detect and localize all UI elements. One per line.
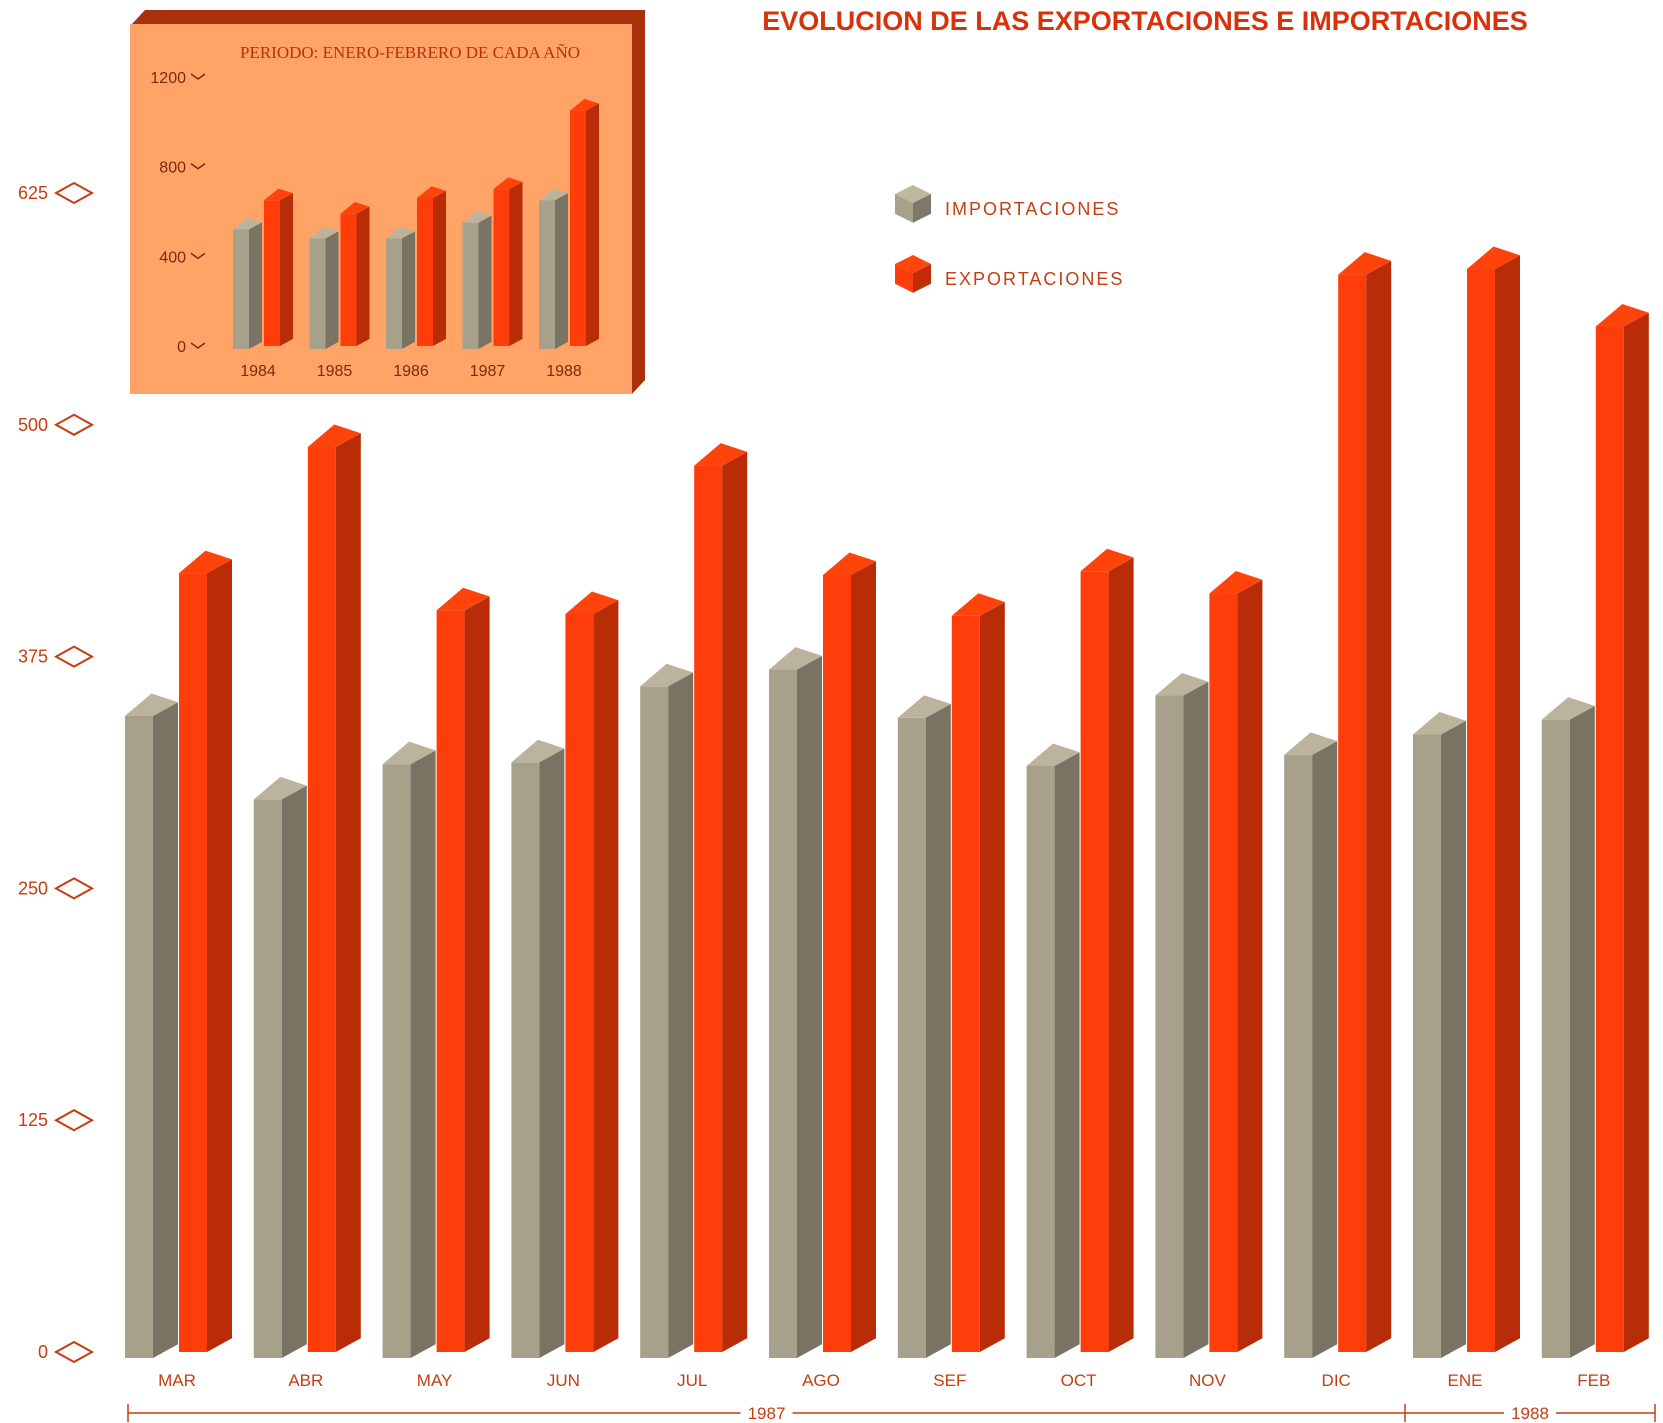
inset-y-tick-marker-icon (190, 163, 206, 170)
chart-title: EVOLUCION DE LAS EXPORTACIONES E IMPORTA… (762, 6, 1528, 36)
bar-exportaciones (1080, 548, 1134, 1352)
legend: IMPORTACIONES EXPORTACIONES (895, 185, 1124, 293)
y-tick-marker-icon (53, 645, 95, 668)
bar-importaciones (1541, 697, 1595, 1358)
bar-importaciones (125, 693, 178, 1358)
y-tick-label: 500 (18, 415, 48, 435)
legend-label-exportaciones: EXPORTACIONES (945, 269, 1124, 289)
bar-exportaciones (436, 587, 490, 1352)
bar-importaciones (382, 741, 436, 1358)
inset-bar-exportaciones (570, 98, 599, 346)
bar-importaciones (253, 776, 307, 1358)
inset-y-tick-label: 400 (159, 249, 186, 266)
main-x-axis: MAR ABR MAY JUN JUL AGO SEF OCT NOV DIC ENE FEB (158, 1371, 1610, 1390)
legend-label-importaciones: IMPORTACIONES (945, 199, 1120, 219)
year-group-label: 1988 (1511, 1404, 1549, 1423)
bar-importaciones (1284, 732, 1338, 1358)
inset-bars (233, 98, 599, 349)
y-tick-marker-icon (53, 181, 95, 205)
bar-exportaciones (307, 424, 361, 1352)
inset-bar-exportaciones (264, 188, 293, 346)
inset-x-tick-label: 1988 (546, 363, 582, 380)
bar-exportaciones (565, 591, 619, 1352)
inset-bar-importaciones (386, 226, 415, 349)
x-tick-label: OCT (1061, 1371, 1097, 1390)
bar-importaciones (640, 663, 694, 1358)
y-tick-label: 0 (38, 1342, 48, 1362)
x-tick-label: AGO (802, 1371, 840, 1390)
year-group-label: 1987 (748, 1404, 786, 1423)
legend-swatch-importaciones (895, 185, 931, 223)
inset-x-tick-label: 1985 (317, 363, 353, 380)
x-tick-label: JUL (677, 1371, 707, 1390)
y-tick-label: 625 (18, 183, 48, 203)
inset-bar-exportaciones (493, 177, 523, 346)
bar-exportaciones (1338, 252, 1392, 1352)
bar-exportaciones (823, 552, 876, 1352)
main-bars (125, 246, 1649, 1358)
y-tick-label: 375 (18, 647, 48, 667)
y-tick-marker-icon (53, 413, 95, 436)
main-y-axis: 0 125 250 375 500 625 (18, 181, 95, 1364)
x-tick-label: FEB (1577, 1371, 1610, 1390)
inset-y-tick-label: 1200 (150, 70, 186, 87)
inset-y-axis: 0 400 800 1200 (150, 70, 206, 356)
bar-exportaciones (1209, 571, 1263, 1352)
inset-bar-importaciones (309, 226, 339, 349)
inset-title: PERIODO: ENERO-FEBRERO DE CADA AÑO (240, 43, 580, 62)
x-tick-label: NOV (1189, 1371, 1227, 1390)
y-tick-marker-icon (53, 1109, 95, 1132)
bar-importaciones (769, 647, 822, 1358)
inset-y-tick-marker-icon (190, 73, 206, 80)
bar-exportaciones (694, 443, 748, 1352)
inset-y-tick-marker-icon (190, 252, 206, 260)
inset-bar-importaciones (233, 217, 262, 349)
inset-y-tick-label: 0 (177, 339, 186, 356)
bar-exportaciones (1467, 246, 1520, 1352)
bar-importaciones (1413, 711, 1466, 1358)
legend-swatch-exportaciones (895, 255, 931, 293)
inset-x-tick-label: 1986 (393, 363, 429, 380)
bar-importaciones (897, 695, 951, 1358)
y-tick-marker-icon (53, 877, 95, 900)
bar-importaciones (1026, 743, 1080, 1358)
bar-importaciones (1155, 673, 1209, 1358)
bar-importaciones (511, 739, 565, 1358)
y-tick-label: 125 (18, 1110, 48, 1130)
x-tick-label: ENE (1448, 1371, 1483, 1390)
x-tick-label: DIC (1322, 1371, 1351, 1390)
inset-bar-exportaciones (340, 202, 370, 346)
inset-x-tick-label: 1987 (470, 363, 506, 380)
inset-bar-exportaciones (417, 186, 446, 346)
inset-x-axis: 1984 1985 1986 1987 1988 (240, 363, 582, 380)
year-axis: 1987 1988 (127, 1404, 1656, 1423)
inset-bar-importaciones (462, 211, 492, 349)
inset-y-tick-label: 800 (159, 160, 186, 177)
x-tick-label: SEF (933, 1371, 966, 1390)
x-tick-label: MAR (158, 1371, 196, 1390)
bar-exportaciones (951, 593, 1005, 1352)
bar-exportaciones (1595, 304, 1649, 1352)
y-tick-marker-icon (53, 1340, 95, 1364)
bar-exportaciones (179, 550, 232, 1352)
inset-bar-importaciones (539, 188, 568, 349)
x-tick-label: MAY (417, 1371, 453, 1390)
x-tick-label: JUN (547, 1371, 580, 1390)
inset-x-tick-label: 1984 (240, 363, 276, 380)
x-tick-label: ABR (288, 1371, 323, 1390)
inset-chart: PERIODO: ENERO-FEBRERO DE CADA AÑO 0 400 8… (130, 10, 645, 394)
inset-y-tick-marker-icon (190, 342, 206, 349)
y-tick-label: 250 (18, 878, 48, 898)
